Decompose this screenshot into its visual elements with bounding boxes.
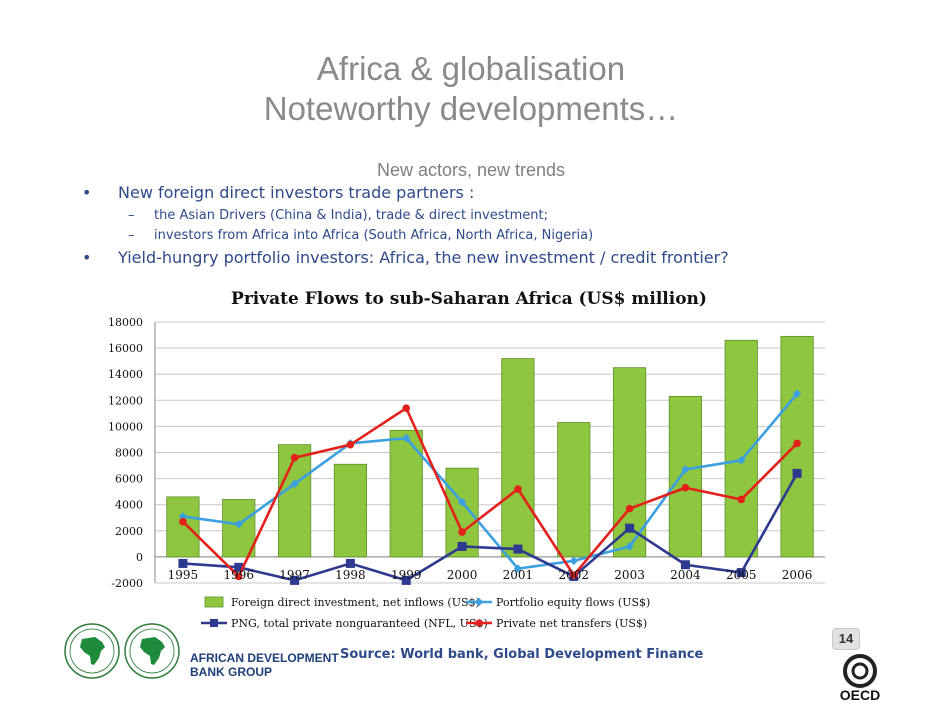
point-marker [625,542,634,551]
y-tick-label: 6000 [115,473,143,486]
x-tick-label: 1998 [335,568,366,582]
y-tick-label: 0 [136,551,143,564]
x-tick-label: 2006 [782,568,813,582]
subbullet-symbol: – [128,228,135,243]
y-tick-label: 10000 [108,420,143,433]
point-marker [458,528,466,536]
point-marker [402,404,411,412]
y-tick-label: 4000 [115,499,143,512]
y-tick-label: 18000 [108,316,143,329]
oecd-logo-text: OECD [840,687,880,703]
point-marker [737,495,746,504]
point-marker [569,556,578,566]
afdb-name-line2: BANK GROUP [190,665,273,679]
y-tick-label: 8000 [115,447,143,460]
x-tick-label: 2004 [670,568,701,582]
afdb-seal-icons [64,623,180,679]
bullet-symbol: • [82,183,92,202]
point-marker [345,558,355,568]
point-marker [680,560,690,570]
bullet-text: Yield-hungry portfolio investors: Africa… [118,248,729,267]
source-note: Source: World bank, Global Development F… [340,647,704,662]
bar-fdi [166,496,200,558]
point-marker [179,517,187,526]
legend-marker [210,619,218,627]
point-marker [290,453,299,462]
point-marker [457,497,467,507]
x-tick-label: 2001 [503,568,534,582]
page-number-badge: 14 [832,628,860,650]
point-marker [290,479,299,489]
x-tick-label: 1997 [279,568,310,582]
point-marker [234,562,244,572]
bullet-text: New foreign direct investors trade partn… [118,183,475,202]
bar-fdi [557,422,591,558]
oecd-logo-icon: OECD [840,654,880,703]
slide-title-line2: Noteworthy developments… [263,90,679,127]
point-marker [625,523,635,533]
slide-title-line1: Africa & globalisation [316,50,626,87]
x-tick-label: 2005 [726,568,757,582]
point-marker [625,504,634,513]
bar-fdi [333,463,368,558]
point-marker [401,575,411,585]
x-tick-label: 2003 [614,568,645,582]
y-tick-label: -2000 [111,577,143,590]
point-marker [457,541,467,551]
legend-label: Portfolio equity flows (US$) [496,596,650,609]
legend-label: Private net transfers (US$) [496,617,647,630]
series-line [182,392,799,571]
x-tick-label: 2000 [447,568,478,582]
subbullet-symbol: – [128,208,135,223]
series-line [182,406,799,579]
point-marker [514,485,522,493]
x-tick-label: 1995 [168,568,199,582]
point-marker [290,575,300,585]
x-tick-label: 1996 [223,568,254,582]
subbullet-text: investors from Africa into Africa (South… [154,228,594,243]
subbullet-text: the Asian Drivers (China & India), trade… [154,208,548,223]
point-marker [513,564,523,573]
point-marker [681,483,690,492]
point-marker [736,568,746,578]
bullet-symbol: • [82,248,92,267]
x-tick-label: 2002 [558,568,589,582]
afdb-seal-right-icon [124,623,180,679]
legend-swatch [204,596,224,608]
point-marker [793,439,801,448]
bar-fdi [668,395,703,558]
bar-fdi [277,444,312,558]
point-marker [681,465,690,474]
afdb-seal-left-icon [64,623,120,679]
y-tick-label: 14000 [108,368,143,381]
afdb-name-line1: AFRICAN DEVELOPMENT [190,651,339,665]
chart-title: Private Flows to sub-Saharan Africa (US$… [231,289,707,309]
series-line [182,472,799,582]
afdb-name: AFRICAN DEVELOPMENT BANK GROUP [190,651,339,679]
legend-label: PNG, total private nonguaranteed (NFL, U… [231,617,488,630]
point-marker [178,558,188,568]
point-marker [402,433,411,443]
legend-label: Foreign direct investment, net inflows (… [231,596,480,609]
point-marker [569,571,578,579]
bar-fdi [501,358,535,558]
y-tick-label: 12000 [108,394,143,407]
point-marker [513,544,523,554]
point-marker [234,572,243,581]
legend-marker [475,619,483,627]
legend-marker [474,597,484,607]
point-marker [792,389,802,399]
y-tick-label: 2000 [115,525,143,538]
point-marker [737,456,746,465]
y-tick-label: 16000 [108,342,143,355]
point-marker [346,440,355,449]
x-tick-label: 1999 [391,568,422,582]
slide-subtitle: New actors, new trends [376,160,566,180]
point-marker [792,468,802,478]
